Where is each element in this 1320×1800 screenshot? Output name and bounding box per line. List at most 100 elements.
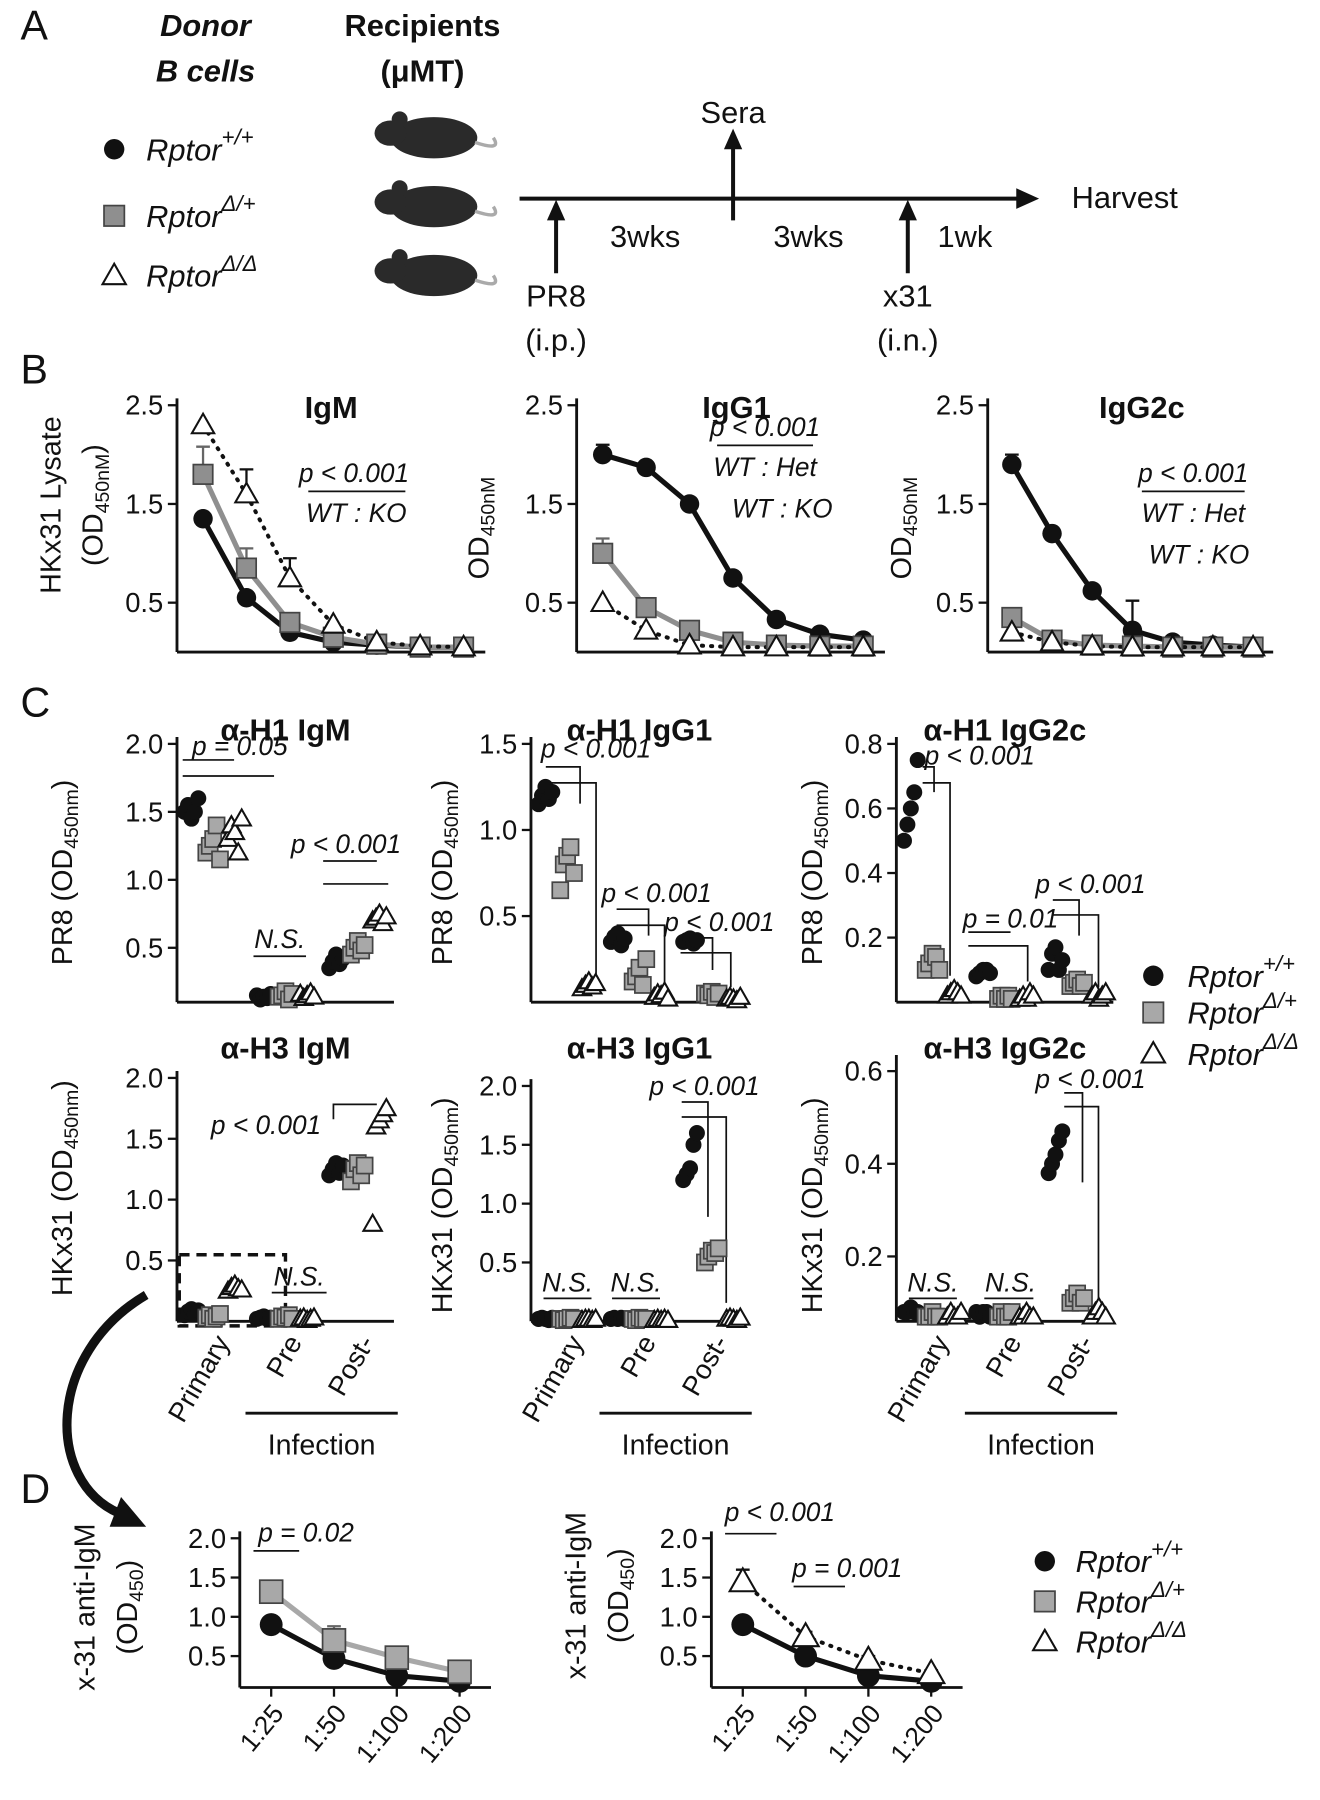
y-tick-label: 1.0: [479, 1188, 517, 1219]
series-line: [740, 1622, 934, 1684]
data-point: [633, 617, 660, 640]
label-part: (OD: [112, 1602, 144, 1655]
data-point: [790, 1621, 821, 1648]
label-part: PR8 (OD: [797, 849, 829, 965]
y-axis-label: (OD450nM): [78, 444, 114, 566]
data-point: [982, 965, 998, 982]
data-point: [895, 832, 912, 849]
significance-bracket: [1052, 914, 1100, 988]
y-tick-label: 0.6: [845, 1056, 883, 1087]
y-axis-label: (OD450): [112, 1560, 148, 1655]
data-point: [909, 751, 926, 769]
superscript: +/+: [1263, 951, 1295, 976]
data-point: [303, 1306, 325, 1326]
label-part: (OD: [603, 1590, 635, 1643]
series-line: [740, 1579, 934, 1676]
label-part: OD: [886, 536, 918, 579]
legend-label: RptorΔ/+: [1188, 987, 1297, 1030]
data-point: [236, 587, 257, 608]
data-point: [321, 1628, 347, 1653]
data-point: [1047, 1146, 1064, 1163]
data-point: [794, 1644, 818, 1668]
interval-label: 3wks: [773, 219, 843, 254]
label-part: HKx31 Lysate: [35, 416, 67, 594]
annotation: WT : KO: [732, 494, 833, 524]
subscript: 450nm: [61, 1090, 83, 1150]
chart-title: IgG2c: [1099, 390, 1185, 425]
superscript: Δ/Δ: [221, 250, 258, 275]
data-point: [636, 457, 656, 478]
y-tick-label: 2.5: [125, 390, 163, 421]
y-tick-label: 1.5: [125, 488, 163, 519]
data-point: [227, 841, 250, 861]
y-tick-label: 1.0: [125, 864, 163, 895]
data-point: [1094, 981, 1117, 1001]
data-point: [727, 1566, 758, 1593]
y-tick-label: 0.5: [525, 587, 563, 618]
y-tick-label: 1.0: [125, 1184, 163, 1215]
label-part: ): [797, 780, 829, 790]
significance-bracket: [680, 951, 732, 988]
annotation: p < 0.001: [600, 878, 711, 908]
label-part: Rptor: [1076, 1544, 1153, 1579]
data-point: [279, 611, 301, 634]
arrowhead: [109, 1496, 147, 1527]
y-axis-label: HKx31 (OD450nm): [797, 1097, 833, 1313]
label-part: ): [47, 780, 79, 790]
superscript: Δ/+: [1262, 987, 1297, 1012]
label-part: ): [603, 1548, 635, 1558]
annotation: p < 0.001: [540, 733, 651, 763]
data-point: [1240, 633, 1267, 657]
significance-bracket: [968, 945, 1029, 982]
annotation: p < 0.001: [1034, 1064, 1145, 1094]
y-tick-label: 1.5: [525, 488, 563, 519]
annotation: N.S.: [254, 924, 305, 954]
legend-marker: [1033, 1590, 1056, 1613]
superscript: +/+: [222, 124, 254, 149]
chart-title: α-H1 IgG1: [567, 713, 713, 748]
subscript: 450: [126, 1569, 148, 1602]
significance-bracket: [545, 782, 597, 976]
mouse-icon: [374, 180, 498, 228]
annotation: N.S.: [274, 1261, 325, 1291]
data-point: [230, 807, 253, 827]
label-part: HKx31 (OD: [47, 1149, 79, 1296]
data-point: [1075, 973, 1093, 992]
data-point: [1094, 1305, 1117, 1325]
data-point: [906, 784, 923, 801]
data-point: [637, 950, 656, 969]
data-point: [589, 589, 616, 613]
y-tick-label: 1.5: [188, 1562, 226, 1593]
superscript: Δ/Δ: [1262, 1029, 1299, 1054]
data-point: [766, 609, 787, 630]
y-axis-label: (OD450): [603, 1548, 639, 1643]
annotation: N.S.: [907, 1267, 958, 1297]
y-axis-label: x-31 anti-IgM: [70, 1523, 102, 1690]
annotation: p < 0.001: [663, 907, 774, 937]
data-point: [676, 631, 703, 655]
y-tick-label: 1.5: [479, 728, 517, 759]
data-point: [233, 480, 260, 504]
data-point: [561, 838, 580, 857]
data-point: [731, 1613, 755, 1637]
y-axis-label: HKx31 (OD450nm): [47, 1080, 83, 1296]
highlight-box: [177, 1252, 288, 1328]
label-part: ): [112, 1560, 144, 1570]
data-point: [709, 1239, 728, 1258]
y-tick-label: 1.0: [188, 1601, 226, 1632]
label-part: Rptor: [1188, 1036, 1265, 1071]
legend-label: Rptor+/+: [146, 124, 253, 167]
y-tick-label: 2.0: [188, 1523, 226, 1554]
label-part: Rptor: [1076, 1624, 1153, 1659]
data-point: [361, 1212, 384, 1232]
annotation: p < 0.001: [709, 412, 820, 442]
y-tick-label: 0.5: [936, 587, 974, 618]
data-point: [950, 1300, 973, 1320]
data-point: [1079, 632, 1106, 656]
significance-bracket: [545, 765, 581, 804]
x-axis-label: Infection: [268, 1429, 376, 1461]
annotation: p < 0.001: [298, 458, 409, 488]
data-point: [688, 932, 705, 949]
label-part: Rptor: [146, 132, 223, 167]
donor-label: Donor: [160, 8, 253, 43]
